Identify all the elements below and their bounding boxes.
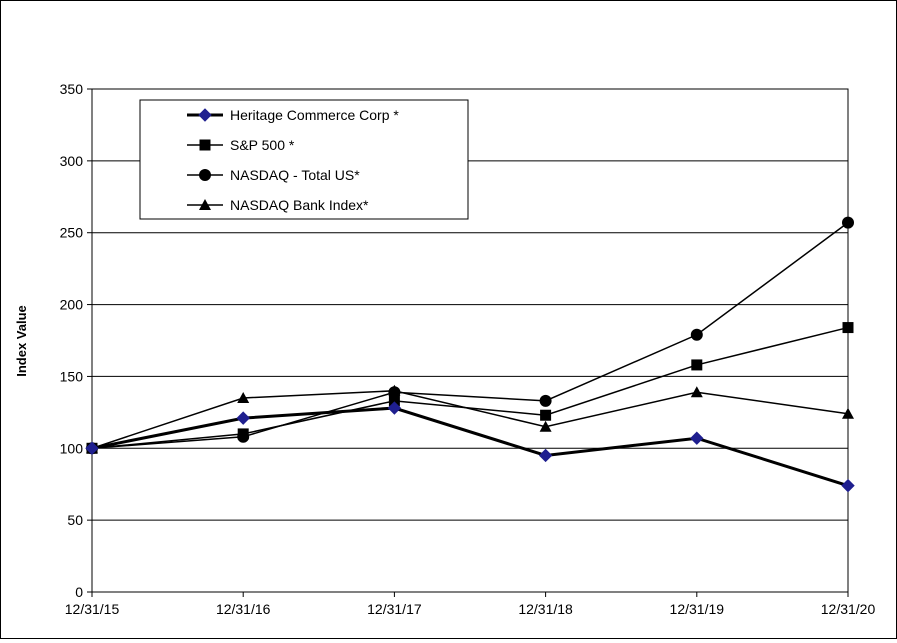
data-point xyxy=(841,478,855,493)
legend-box xyxy=(139,99,469,220)
series-diamond xyxy=(85,401,855,493)
data-point xyxy=(387,401,402,415)
data-point xyxy=(388,395,400,407)
y-tick-label: 300 xyxy=(60,153,84,169)
series-circle xyxy=(86,216,854,455)
data-point xyxy=(388,384,401,396)
series-line xyxy=(91,326,849,450)
data-point xyxy=(538,448,553,463)
x-tick-label: 12/31/17 xyxy=(367,601,422,617)
axes: 0 50 100 150 200 250 300 350 12/31/15 12/31/16 12/… xyxy=(60,81,876,617)
data-point xyxy=(842,216,854,229)
y-tick-label: 150 xyxy=(60,368,84,384)
y-tick-label: 250 xyxy=(60,225,84,241)
data-point xyxy=(539,420,552,432)
series-square xyxy=(86,322,854,454)
x-tick-label: 12/31/19 xyxy=(670,601,725,617)
legend-label: NASDAQ - Total US* xyxy=(230,167,360,183)
plot-area xyxy=(91,88,849,593)
x-tick-label: 12/31/20 xyxy=(821,601,876,617)
legend-marker xyxy=(199,139,211,151)
series-line xyxy=(91,406,849,488)
data-point xyxy=(539,394,552,407)
series-line xyxy=(91,222,849,450)
data-point xyxy=(237,430,250,443)
x-tick-label: 12/31/16 xyxy=(216,601,271,617)
data-point xyxy=(236,411,250,425)
data-point xyxy=(85,441,99,455)
legend-label: S&P 500 * xyxy=(230,137,295,153)
y-axis-label: Index Value xyxy=(14,305,29,377)
y-tick-label: 200 xyxy=(60,297,84,313)
legend-entry: Heritage Commerce Corp * xyxy=(187,107,399,123)
data-point xyxy=(690,431,704,445)
legend-label: NASDAQ Bank Index* xyxy=(230,197,369,213)
x-tick-label: 12/31/15 xyxy=(65,601,120,617)
data-point xyxy=(690,328,703,341)
legend-entry: NASDAQ Bank Index* xyxy=(187,197,369,213)
x-tick-label: 12/31/18 xyxy=(518,601,573,617)
y-tick-label: 50 xyxy=(67,512,83,528)
legend-label: Heritage Commerce Corp * xyxy=(230,107,399,123)
data-point xyxy=(540,409,552,421)
legend-entry: NASDAQ - Total US* xyxy=(187,167,360,183)
y-tick-label: 100 xyxy=(60,440,84,456)
data-point xyxy=(842,322,854,334)
series-line xyxy=(91,390,849,449)
legend-marker xyxy=(198,108,212,122)
legend: Heritage Commerce Corp * S&P 500 * NASDAQ … xyxy=(139,99,469,220)
y-tick-label: 0 xyxy=(75,584,83,600)
series-group xyxy=(85,216,855,493)
data-point xyxy=(691,359,703,371)
y-tick-label: 350 xyxy=(60,81,84,97)
data-point xyxy=(690,386,703,398)
legend-marker xyxy=(199,199,211,210)
data-point xyxy=(842,407,854,419)
legend-marker xyxy=(199,169,211,181)
series-triangle xyxy=(86,384,854,454)
legend-entry: S&P 500 * xyxy=(187,137,295,153)
data-point xyxy=(237,391,250,403)
